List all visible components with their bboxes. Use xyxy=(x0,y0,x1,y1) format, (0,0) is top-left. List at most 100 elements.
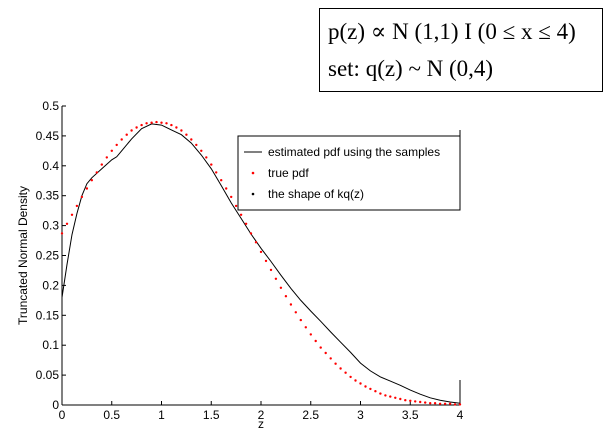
series-point-true-pdf xyxy=(115,143,118,147)
x-tick-label: 0 xyxy=(59,408,66,422)
series-point-true-pdf xyxy=(259,250,263,254)
formula-line-proposal-density: set: q(z) ~ N (0,4) xyxy=(328,56,494,81)
series-line-estimated-pdf xyxy=(61,123,461,404)
series-point-true-pdf xyxy=(135,126,138,129)
series-point-true-pdf xyxy=(145,122,148,125)
y-tick-label: 0.05 xyxy=(36,368,60,382)
x-tick-label: 1.5 xyxy=(203,408,220,422)
x-tick-label: 2 xyxy=(258,408,265,422)
series-point-true-pdf xyxy=(364,385,367,388)
series-point-true-pdf xyxy=(409,399,412,402)
series-point-true-pdf xyxy=(170,123,173,127)
x-tick-label: 2.5 xyxy=(302,408,319,422)
series-point-true-pdf xyxy=(95,171,99,174)
series-point-true-pdf xyxy=(244,222,248,225)
legend-entry-label: true pdf xyxy=(268,166,309,180)
series-point-true-pdf xyxy=(239,213,243,216)
series-point-true-pdf xyxy=(284,295,288,298)
series-point-true-pdf xyxy=(448,402,452,405)
y-tick-label: 0.1 xyxy=(42,338,59,352)
series-point-true-pdf xyxy=(429,402,432,405)
series-point-true-pdf xyxy=(274,277,278,280)
legend-entry-label: estimated pdf using the samples xyxy=(268,145,440,159)
series-point-true-pdf xyxy=(349,375,352,379)
series-point-true-pdf xyxy=(215,171,218,174)
legend-box xyxy=(237,135,461,211)
series-point-true-pdf xyxy=(399,397,402,401)
series-point-true-pdf xyxy=(195,143,198,147)
y-tick-label: 0.4 xyxy=(42,159,59,173)
series-point-true-pdf xyxy=(443,402,447,405)
series-point-true-pdf xyxy=(453,403,457,406)
series-point-true-pdf xyxy=(220,179,223,182)
series-point-true-pdf xyxy=(389,395,392,398)
series-point-true-pdf xyxy=(269,268,273,272)
series-point-true-pdf xyxy=(105,156,109,159)
series-point-true-pdf xyxy=(369,387,372,391)
series-point-true-pdf xyxy=(155,120,158,124)
series-point-true-pdf xyxy=(319,346,322,349)
series-point-true-pdf xyxy=(379,392,382,395)
series-point-true-pdf xyxy=(80,195,84,199)
series-point-true-pdf xyxy=(200,149,203,152)
series-point-true-pdf xyxy=(65,222,69,225)
x-axis-label: z xyxy=(258,417,264,431)
formula-box: p(z) ∝ N (1,1) I (0 ≤ x ≤ 4) set: q(z) ~… xyxy=(319,8,603,92)
y-tick-label: 0.45 xyxy=(36,129,60,143)
y-tick-label: 0.2 xyxy=(42,278,59,292)
series-point-true-pdf xyxy=(70,213,74,216)
series-point-true-pdf xyxy=(190,138,193,141)
series-point-true-pdf xyxy=(414,400,417,403)
y-tick-label: 0.15 xyxy=(36,308,60,322)
series-point-true-pdf xyxy=(394,396,397,399)
series-point-true-pdf xyxy=(90,179,94,182)
series-point-true-pdf xyxy=(294,311,297,314)
series-point-true-pdf xyxy=(424,401,427,404)
series-point-true-pdf xyxy=(230,195,233,199)
series-point-true-pdf xyxy=(150,121,153,124)
series-point-true-pdf xyxy=(299,318,302,322)
series-point-true-pdf xyxy=(339,367,342,370)
series-point-true-pdf xyxy=(110,149,114,152)
series-point-true-pdf xyxy=(374,390,377,393)
series-point-true-pdf xyxy=(85,187,89,190)
series-point-true-pdf xyxy=(314,339,317,343)
series-point-true-pdf xyxy=(458,403,462,406)
series-point-true-pdf xyxy=(279,286,283,289)
legend: estimated pdf using the samples true pdf t… xyxy=(237,135,461,211)
y-tick-label: 0.3 xyxy=(42,219,59,233)
series-point-true-pdf xyxy=(125,133,128,136)
x-tick-label: 0.5 xyxy=(103,408,120,422)
series-point-true-pdf xyxy=(404,399,407,402)
series-point-true-pdf xyxy=(289,303,293,306)
series-point-true-pdf xyxy=(254,241,258,244)
series-point-true-pdf xyxy=(384,394,387,397)
legend-entry-label: the shape of kq(z) xyxy=(268,187,364,201)
series-point-true-pdf xyxy=(334,362,337,365)
series-point-true-pdf xyxy=(120,138,123,141)
series-point-true-pdf xyxy=(344,371,347,374)
series-point-true-pdf xyxy=(75,204,79,208)
x-tick-label: 3.5 xyxy=(402,408,419,422)
series-point-true-pdf xyxy=(140,123,143,127)
y-tick-label: 0.5 xyxy=(42,99,59,113)
series-point-true-pdf xyxy=(205,156,208,159)
legend-swatch-dot xyxy=(251,171,255,175)
y-tick-label: 0.25 xyxy=(36,249,60,263)
series-point-true-pdf xyxy=(438,402,442,405)
axes: 0 0.05 0.1 0.15 0.2 0.25 0.3 0.35 0.4 0.45 0.5 0 0.5… xyxy=(16,99,464,431)
series-point-true-pdf xyxy=(264,259,268,263)
series-point-true-pdf xyxy=(100,163,104,166)
series-point-true-pdf xyxy=(210,163,213,166)
series-point-true-pdf xyxy=(185,133,188,136)
y-tick-label: 0.35 xyxy=(36,189,60,203)
y-axis-label: Truncated Normal Density xyxy=(16,186,30,325)
series-point-true-pdf xyxy=(304,326,307,329)
series-point-true-pdf xyxy=(419,400,422,404)
formula-line-target-density: p(z) ∝ N (1,1) I (0 ≤ x ≤ 4) xyxy=(328,19,576,44)
series-point-true-pdf xyxy=(359,382,362,385)
series-point-true-pdf xyxy=(180,129,183,132)
series-point-true-pdf xyxy=(130,129,133,132)
legend-swatch-dot xyxy=(251,192,255,196)
series-point-true-pdf xyxy=(165,122,168,125)
